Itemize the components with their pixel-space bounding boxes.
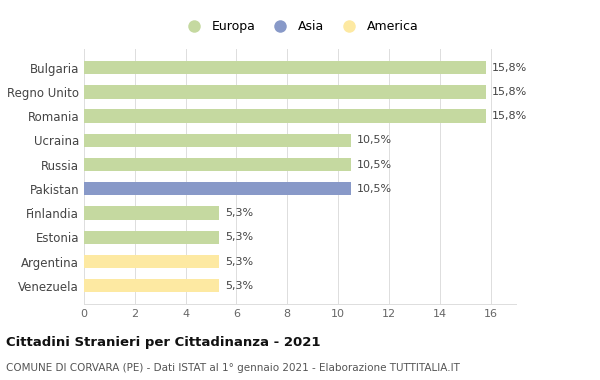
Text: COMUNE DI CORVARA (PE) - Dati ISTAT al 1° gennaio 2021 - Elaborazione TUTTITALIA: COMUNE DI CORVARA (PE) - Dati ISTAT al 1… bbox=[6, 363, 460, 373]
Bar bbox=[84, 158, 351, 171]
Text: 15,8%: 15,8% bbox=[492, 63, 527, 73]
Text: 5,3%: 5,3% bbox=[225, 281, 253, 291]
Text: 15,8%: 15,8% bbox=[492, 111, 527, 121]
Bar bbox=[84, 134, 351, 147]
Legend: Europa, Asia, America: Europa, Asia, America bbox=[182, 20, 418, 33]
Text: 5,3%: 5,3% bbox=[225, 232, 253, 242]
Bar bbox=[84, 85, 485, 98]
Text: 15,8%: 15,8% bbox=[492, 87, 527, 97]
Text: 10,5%: 10,5% bbox=[357, 160, 392, 169]
Text: 5,3%: 5,3% bbox=[225, 256, 253, 266]
Bar bbox=[84, 182, 351, 195]
Bar bbox=[84, 109, 485, 123]
Bar bbox=[84, 206, 218, 220]
Bar bbox=[84, 61, 485, 74]
Bar bbox=[84, 279, 218, 293]
Bar bbox=[84, 255, 218, 268]
Bar bbox=[84, 231, 218, 244]
Text: 10,5%: 10,5% bbox=[357, 184, 392, 194]
Text: 10,5%: 10,5% bbox=[357, 135, 392, 145]
Text: 5,3%: 5,3% bbox=[225, 208, 253, 218]
Text: Cittadini Stranieri per Cittadinanza - 2021: Cittadini Stranieri per Cittadinanza - 2… bbox=[6, 336, 320, 349]
